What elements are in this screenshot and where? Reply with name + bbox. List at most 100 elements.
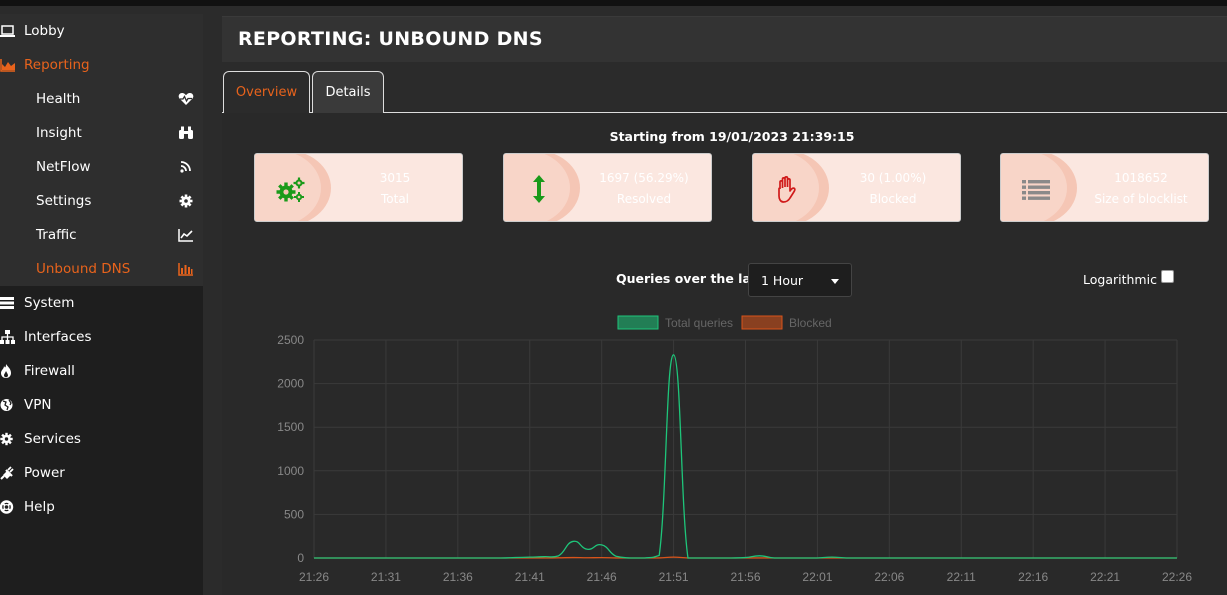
- x-tick-label: 22:06: [874, 570, 904, 584]
- stat-resolved-value: 1697 (56.29%): [599, 171, 689, 185]
- sidebar-item-unbound-dns[interactable]: Unbound DNS: [0, 252, 203, 286]
- x-tick-label: 21:31: [371, 570, 401, 584]
- sidebar-item-label: Help: [24, 499, 55, 515]
- sidebar-item-label: Services: [24, 431, 81, 447]
- logarithmic-checkbox[interactable]: [1161, 270, 1174, 283]
- x-tick-label: 22:21: [1090, 570, 1120, 584]
- tab-details[interactable]: Details: [312, 71, 384, 113]
- sidebar-item-label: Lobby: [24, 23, 65, 39]
- sidebar: Lobby Reporting Health Insight NetFlow S…: [0, 14, 203, 595]
- chevron-down-icon: [831, 279, 839, 284]
- legend-label: Total queries: [665, 316, 733, 330]
- legend-label: Blocked: [789, 316, 832, 330]
- card-disc-inner: [753, 154, 819, 221]
- chart-series: [313, 354, 1177, 559]
- sidebar-item-health[interactable]: Health: [0, 82, 203, 116]
- gear-icon: [179, 194, 193, 208]
- sidebar-item-label: Firewall: [24, 363, 75, 379]
- stat-card-total: 3015 Total: [254, 153, 463, 222]
- x-tick-label: 21:36: [443, 570, 473, 584]
- globe-icon: [0, 399, 13, 411]
- heartbeat-icon: [178, 92, 194, 105]
- stat-blocked-caption: Blocked: [869, 192, 917, 206]
- sidebar-item-services[interactable]: Services: [0, 422, 203, 456]
- sidebar-item-netflow[interactable]: NetFlow: [0, 150, 203, 184]
- gears-icon: [0, 432, 13, 446]
- sidebar-item-help[interactable]: Help: [0, 490, 203, 524]
- y-tick-label: 1500: [277, 420, 304, 434]
- reporting-submenu: Health Insight NetFlow Settings Traffic …: [0, 82, 203, 286]
- starting-from-text: Starting from 19/01/2023 21:39:15: [609, 129, 855, 144]
- x-tick-label: 21:51: [659, 570, 689, 584]
- sidebar-item-system[interactable]: System: [0, 286, 203, 320]
- sidebar-item-power[interactable]: Power: [0, 456, 203, 490]
- logarithmic-label: Logarithmic: [1083, 272, 1157, 287]
- sidebar-item-label: Insight: [36, 125, 82, 141]
- y-tick-label: 2000: [277, 377, 304, 391]
- sidebar-item-label: Reporting: [24, 57, 90, 73]
- arrows-vertical-icon: [533, 175, 545, 203]
- chart-grid: [313, 339, 1178, 559]
- y-tick-label: 500: [284, 507, 304, 521]
- rss-icon: [180, 161, 191, 173]
- sidebar-item-label: System: [24, 295, 75, 311]
- legend-swatch: [741, 315, 783, 330]
- sidebar-item-label: NetFlow: [36, 159, 91, 175]
- sidebar-item-vpn[interactable]: VPN: [0, 388, 203, 422]
- line-chart-icon: [178, 229, 193, 242]
- y-tick-label: 1000: [277, 464, 304, 478]
- sidebar-item-label: Unbound DNS: [36, 261, 131, 277]
- stat-resolved-caption: Resolved: [616, 192, 672, 206]
- area-chart-icon: [0, 59, 15, 72]
- tab-overview[interactable]: Overview: [223, 71, 310, 113]
- stat-card-blocklist: 1018652 Size of blocklist: [1000, 153, 1209, 222]
- gears-icon: [276, 177, 305, 202]
- x-tick-label: 21:56: [730, 570, 760, 584]
- x-tick-label: 22:16: [1018, 570, 1048, 584]
- sidebar-item-traffic[interactable]: Traffic: [0, 218, 203, 252]
- x-tick-label: 21:46: [587, 570, 617, 584]
- sidebar-item-label: Settings: [36, 193, 92, 209]
- sidebar-item-interfaces[interactable]: Interfaces: [0, 320, 203, 354]
- x-tick-label: 21:26: [299, 570, 329, 584]
- x-tick-label: 22:11: [947, 570, 976, 584]
- time-range-select[interactable]: 1 Hour: [748, 263, 852, 297]
- stat-total-value: 3015: [379, 171, 411, 185]
- list-icon: [1022, 180, 1050, 200]
- sidebar-item-settings[interactable]: Settings: [0, 184, 203, 218]
- x-tick-label: 21:41: [515, 570, 545, 584]
- legend-swatch: [617, 315, 659, 330]
- chart-legend: Total queries Blocked: [617, 315, 832, 330]
- chart-x-axis: 21:26 21:31 21:36 21:41 21:46 21:51 21:56 22:01…: [299, 570, 1192, 584]
- stat-card-resolved: 1697 (56.29%) Resolved: [503, 153, 712, 222]
- sidebar-item-label: Power: [24, 465, 65, 481]
- x-tick-label: 22:26: [1162, 570, 1192, 584]
- sidebar-item-firewall[interactable]: Firewall: [0, 354, 203, 388]
- sidebar-item-insight[interactable]: Insight: [0, 116, 203, 150]
- fire-icon: [1, 364, 11, 378]
- stat-blocklist-caption: Size of blocklist: [1094, 192, 1188, 206]
- stat-card-blocked: 30 (1.00%) Blocked: [752, 153, 961, 222]
- series-line-total: [313, 354, 1177, 559]
- x-tick-label: 22:01: [802, 570, 832, 584]
- bar-chart-icon: [178, 263, 193, 276]
- queries-over-label: Queries over the last: [616, 271, 765, 286]
- stat-blocked-value: 30 (1.00%): [859, 171, 927, 185]
- tab-bar: Overview Details: [222, 71, 1227, 113]
- sidebar-item-label: Health: [36, 91, 81, 107]
- top-bar: [0, 0, 1227, 6]
- page-title: REPORTING: UNBOUND DNS: [238, 28, 543, 50]
- sidebar-item-label: Traffic: [36, 227, 77, 243]
- sitemap-icon: [0, 330, 15, 344]
- queries-chart: Total queries Blocked 0 500 1000 1500 2000 250…: [277, 315, 1192, 584]
- page-header: REPORTING: UNBOUND DNS: [222, 16, 1227, 62]
- plug-icon: [0, 466, 14, 480]
- sidebar-item-lobby[interactable]: Lobby: [0, 14, 203, 48]
- chart-y-axis: 0 500 1000 1500 2000 2500: [277, 333, 304, 565]
- lifebuoy-icon: [0, 500, 14, 514]
- stat-total-caption: Total: [380, 192, 410, 206]
- y-tick-label: 2500: [277, 333, 304, 347]
- sidebar-item-reporting[interactable]: Reporting: [0, 48, 203, 82]
- hand-stop-icon: [778, 176, 796, 203]
- y-tick-label: 0: [297, 551, 304, 565]
